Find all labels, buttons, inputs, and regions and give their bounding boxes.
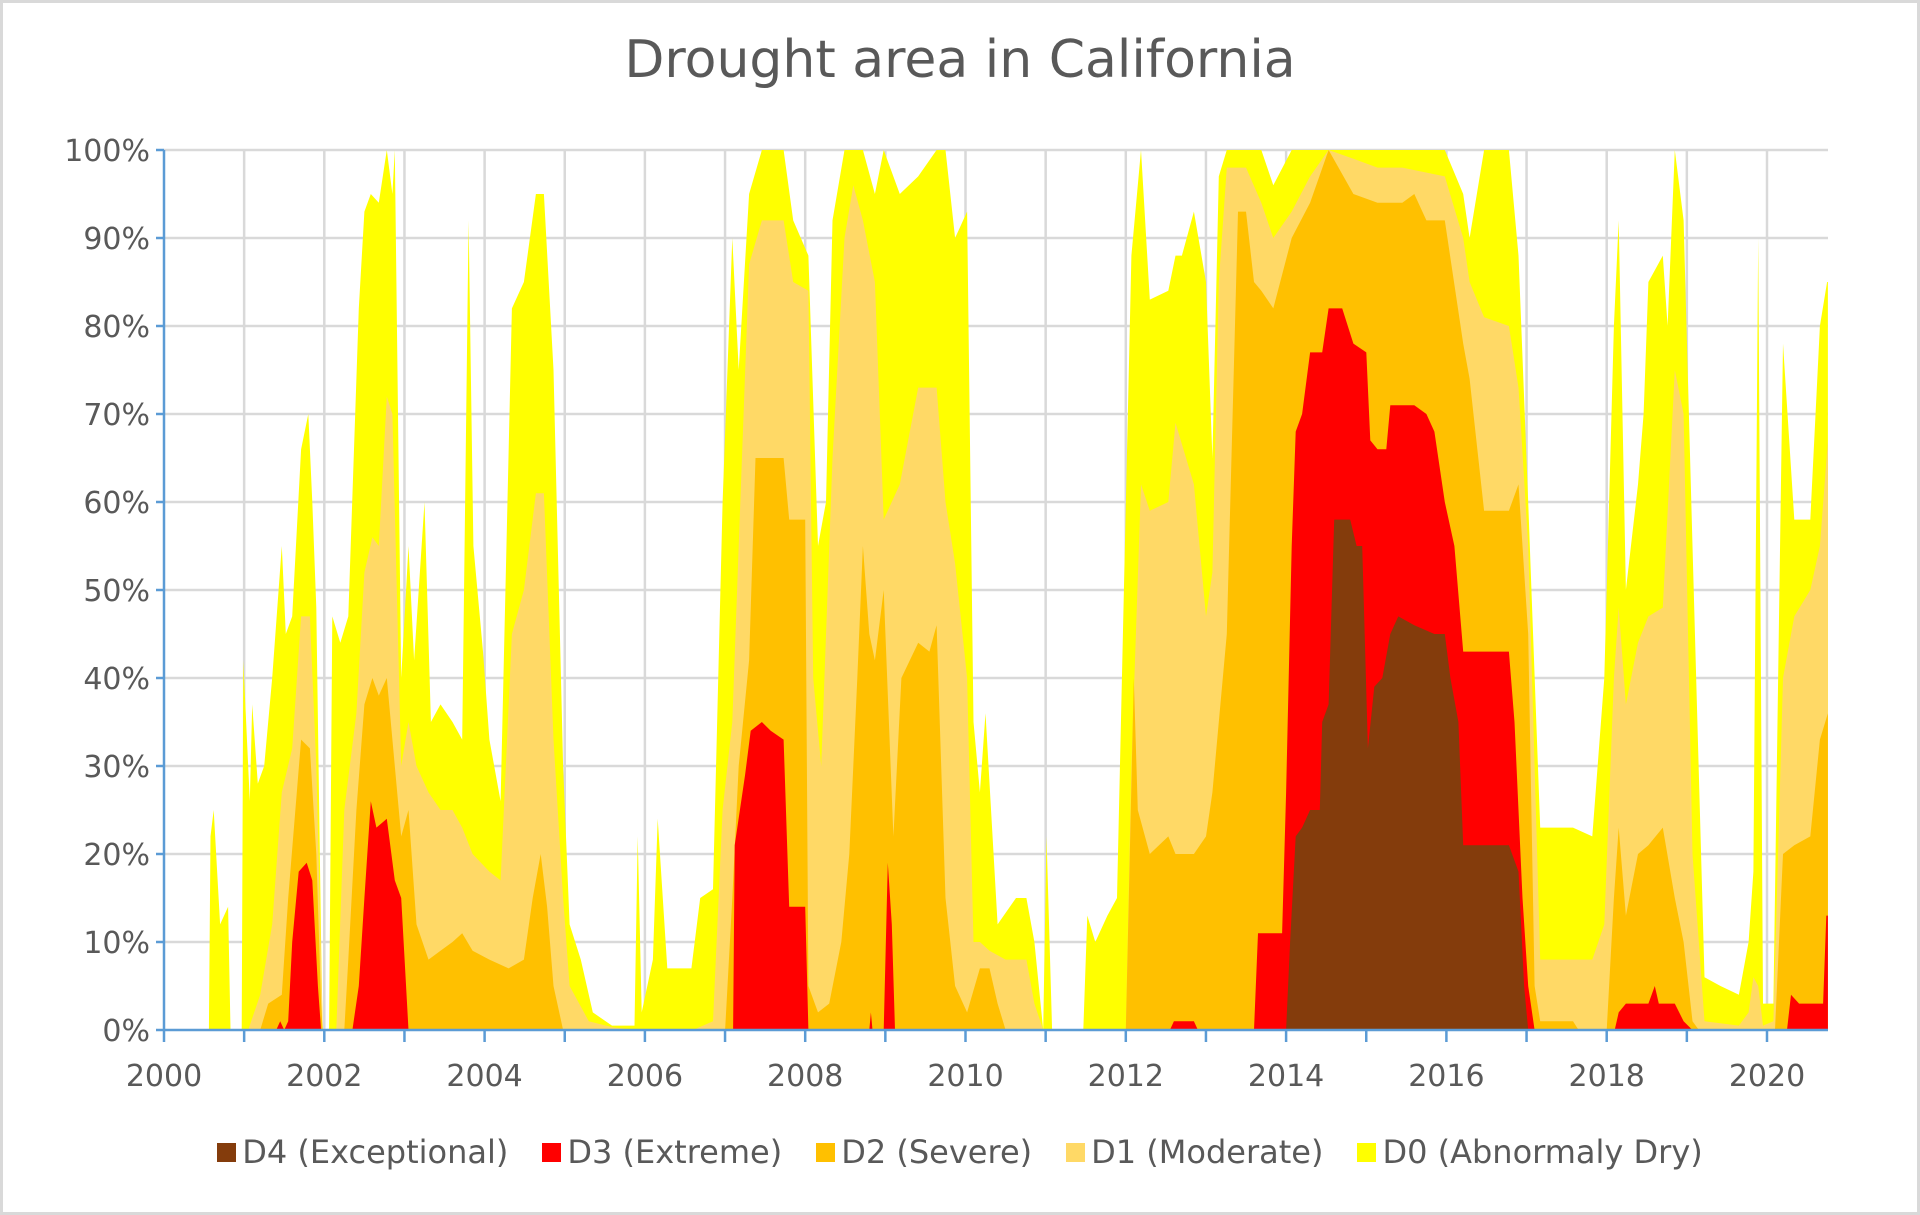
y-tick-label: 90%	[83, 222, 150, 257]
legend-swatch-d0	[1357, 1142, 1377, 1162]
x-tick-label: 2018	[1569, 1059, 1645, 1094]
x-tick-label: 2008	[767, 1059, 843, 1094]
x-tick-label: 2014	[1248, 1059, 1324, 1094]
x-tick-label: 2006	[607, 1059, 683, 1094]
axes	[156, 148, 1828, 1042]
y-tick-label: 0%	[102, 1014, 150, 1049]
legend-label-d0: D0 (Abnormaly Dry)	[1382, 1133, 1703, 1171]
legend-label-d4: D4 (Exceptional)	[242, 1133, 509, 1171]
legend-item-d2: D2 (Severe)	[816, 1133, 1032, 1171]
legend-item-d0: D0 (Abnormaly Dry)	[1357, 1133, 1703, 1171]
legend: D4 (Exceptional) D3 (Extreme) D2 (Severe…	[0, 1133, 1920, 1171]
y-tick-label: 30%	[83, 750, 150, 785]
x-tick-label: 2000	[126, 1059, 202, 1094]
legend-swatch-d3	[542, 1142, 562, 1162]
x-tick-label: 2010	[927, 1059, 1003, 1094]
x-tick-label: 2012	[1088, 1059, 1164, 1094]
legend-item-d4: D4 (Exceptional)	[217, 1133, 508, 1171]
x-tick-label: 2004	[446, 1059, 522, 1094]
y-tick-label: 20%	[83, 838, 150, 873]
y-tick-labels: 0% 10% 20% 30% 40% 50% 60% 70% 80% 90% 100%	[64, 134, 150, 1049]
legend-label-d3: D3 (Extreme)	[567, 1133, 783, 1171]
legend-label-d2: D2 (Severe)	[841, 1133, 1033, 1171]
legend-swatch-d1	[1066, 1142, 1086, 1162]
y-tick-label: 80%	[83, 310, 150, 345]
chart-title: Drought area in California	[624, 30, 1296, 90]
y-tick-label: 60%	[83, 486, 150, 521]
y-tick-label: 10%	[83, 926, 150, 961]
legend-swatch-d2	[816, 1142, 836, 1162]
y-tick-label: 100%	[64, 134, 150, 169]
y-tick-label: 50%	[83, 574, 150, 609]
y-tick-label: 70%	[83, 398, 150, 433]
legend-label-d1: D1 (Moderate)	[1091, 1133, 1324, 1171]
legend-item-d3: D3 (Extreme)	[542, 1133, 782, 1171]
area-series	[164, 150, 1828, 1030]
legend-item-d1: D1 (Moderate)	[1066, 1133, 1323, 1171]
x-tick-labels: 2000 2002 2004 2006 2008 2010 2012 2014 2016 2018…	[126, 1059, 1805, 1094]
x-tick-label: 2020	[1729, 1059, 1805, 1094]
y-tick-label: 40%	[83, 662, 150, 697]
legend-swatch-d4	[217, 1142, 237, 1162]
x-tick-label: 2016	[1408, 1059, 1484, 1094]
area-d4	[164, 519, 1828, 1030]
x-tick-label: 2002	[286, 1059, 362, 1094]
